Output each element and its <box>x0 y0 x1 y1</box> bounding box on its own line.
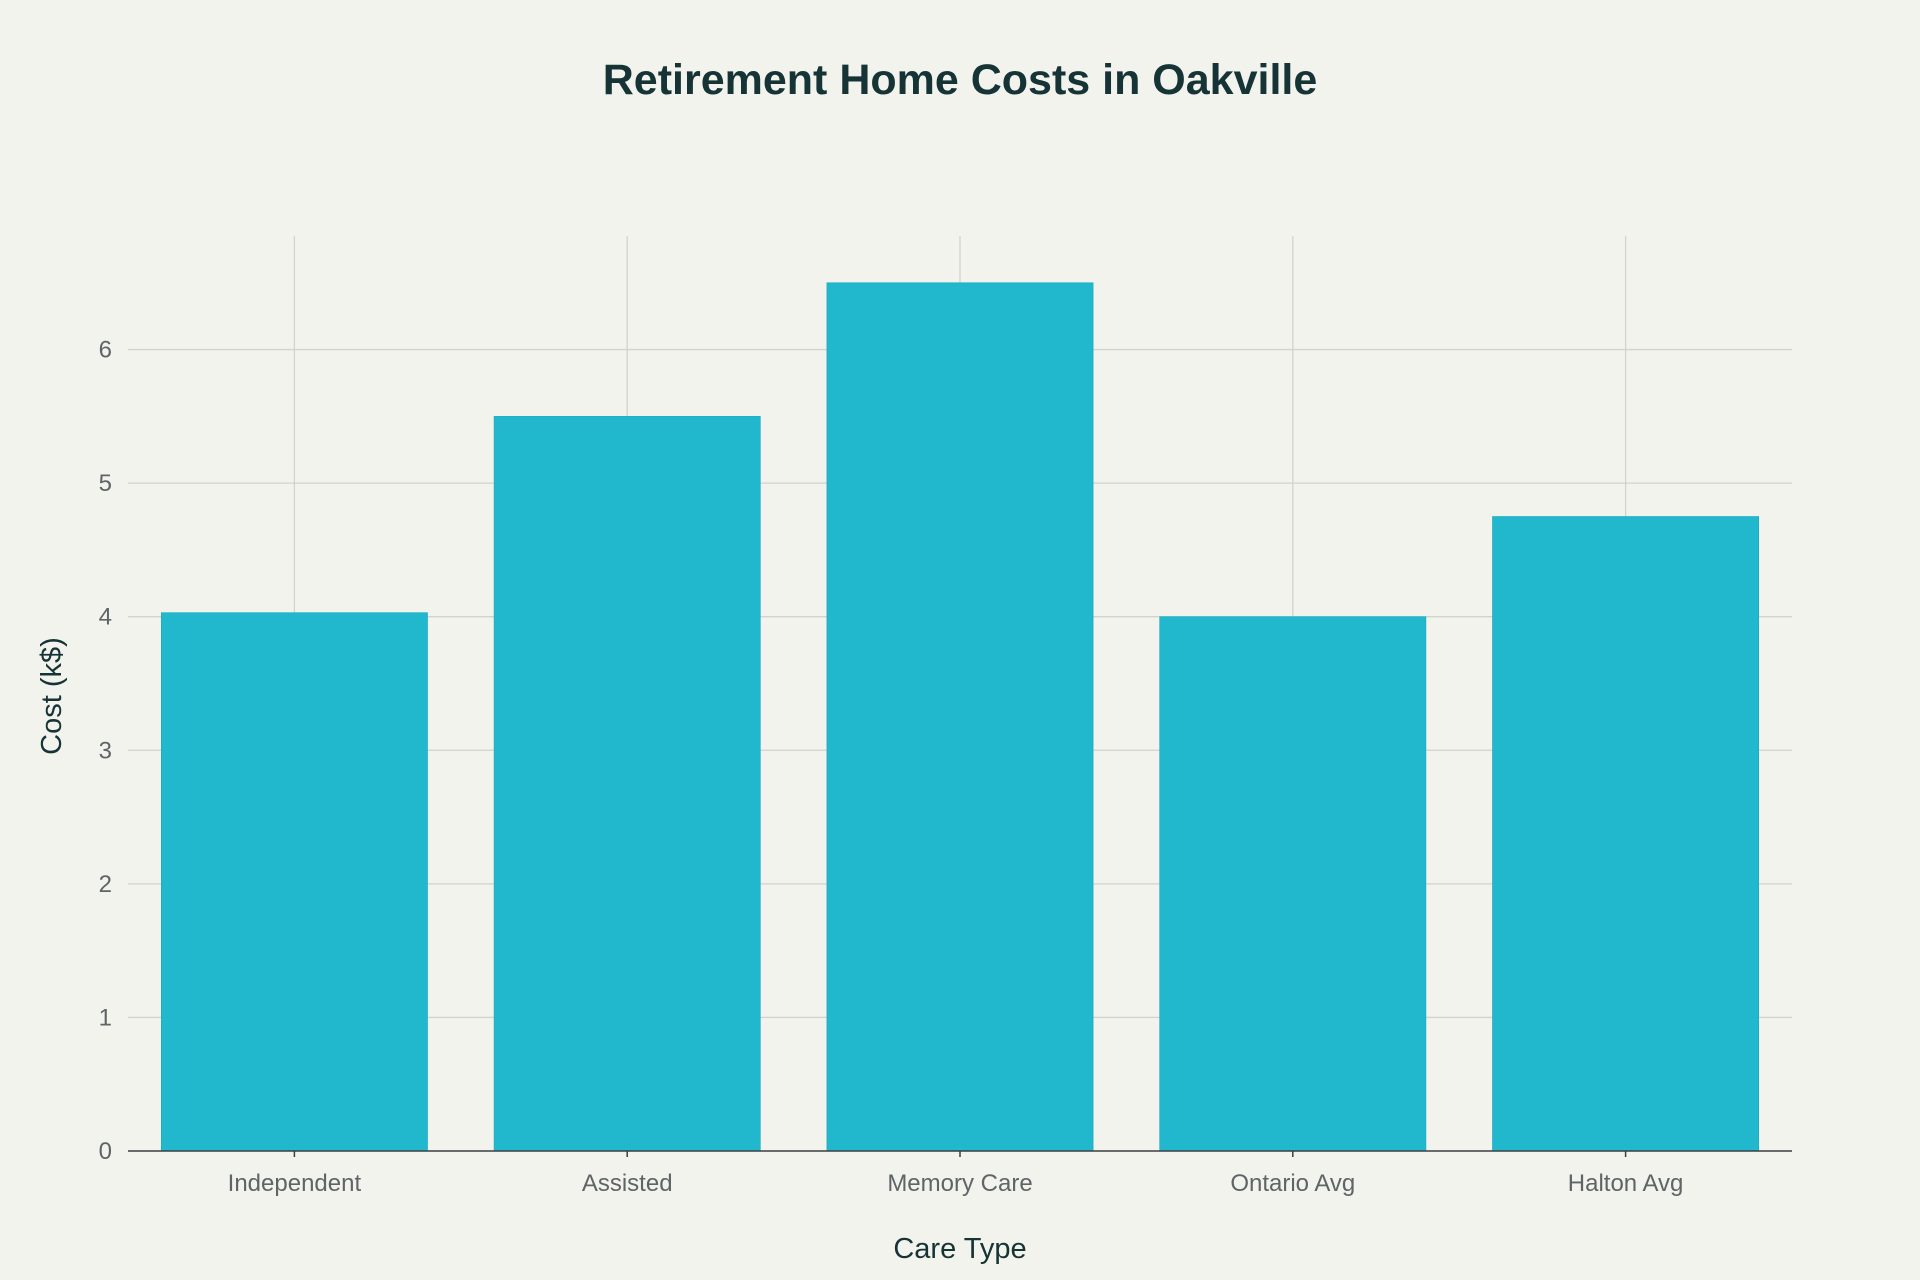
y-tick-label: 4 <box>99 604 112 631</box>
x-axis-title: Care Type <box>893 1233 1026 1265</box>
y-tick-label: 2 <box>99 871 112 898</box>
x-tick-label: Ontario Avg <box>1230 1170 1355 1197</box>
x-tick-label: Memory Care <box>887 1170 1032 1197</box>
y-tick-label: 3 <box>99 737 112 764</box>
bar-halton-avg[interactable] <box>1492 516 1760 1152</box>
chart-title: Retirement Home Costs in Oakville <box>603 56 1318 104</box>
bar-ontario-avg[interactable] <box>1159 616 1427 1152</box>
x-tick-label: Assisted <box>582 1170 673 1197</box>
bars <box>160 282 1760 1152</box>
y-axis-title: Cost (k$) <box>36 637 68 755</box>
x-tick-label: Independent <box>228 1170 362 1197</box>
bar-independent[interactable] <box>160 612 428 1152</box>
bar-memory-care[interactable] <box>826 282 1094 1152</box>
x-tick-label: Halton Avg <box>1568 1170 1684 1197</box>
axes <box>128 1150 1792 1157</box>
bar-assisted[interactable] <box>493 416 761 1152</box>
y-tick-label: 0 <box>99 1138 112 1165</box>
y-tick-label: 5 <box>99 470 112 497</box>
tick-labels: 0 1 2 3 4 5 6 Independent Assisted Memory Care Ont… <box>99 337 1684 1197</box>
y-tick-label: 6 <box>99 337 112 364</box>
y-tick-label: 1 <box>99 1004 112 1031</box>
